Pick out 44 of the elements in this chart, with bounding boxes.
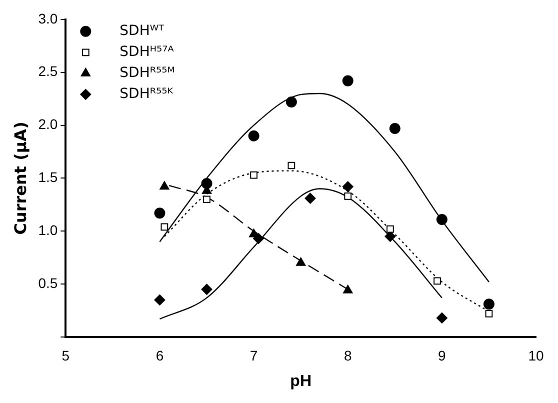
point bbox=[154, 294, 166, 306]
y-tick-label: 2.0 bbox=[38, 116, 58, 132]
legend-label: SDHᴿ⁵⁵ᴹ bbox=[120, 65, 175, 82]
point bbox=[288, 162, 296, 170]
line-series bbox=[159, 188, 443, 320]
point bbox=[203, 196, 210, 204]
point bbox=[436, 214, 448, 225]
x-tick-label: 10 bbox=[528, 347, 544, 364]
point bbox=[344, 192, 352, 200]
x-tick-label: 7 bbox=[250, 347, 258, 364]
point bbox=[201, 178, 212, 189]
y-tick-label: 1.0 bbox=[38, 222, 58, 238]
point bbox=[343, 284, 353, 294]
point bbox=[485, 310, 493, 318]
point bbox=[436, 312, 448, 324]
point bbox=[342, 181, 354, 192]
y-tick-label: 2.5 bbox=[38, 63, 58, 80]
point bbox=[286, 96, 297, 108]
x-tick-label: 6 bbox=[156, 347, 164, 364]
y-axis-title: Current (μA) bbox=[10, 122, 30, 235]
point bbox=[389, 122, 400, 134]
x-tick-label: 9 bbox=[438, 347, 446, 364]
y-tick-label: 3.0 bbox=[38, 10, 58, 26]
point bbox=[201, 284, 212, 295]
point bbox=[160, 223, 168, 231]
x-tick-label: 8 bbox=[344, 347, 352, 364]
point bbox=[154, 208, 166, 219]
y-tick-label: 0.5 bbox=[38, 274, 58, 291]
point bbox=[160, 181, 170, 190]
legend-label: SDHᴴ⁵⁷ᴬ bbox=[120, 44, 174, 60]
y-tick-label: 1.5 bbox=[38, 169, 58, 186]
point bbox=[483, 298, 494, 310]
x-tick-label: 5 bbox=[62, 347, 70, 364]
point bbox=[248, 228, 259, 238]
point bbox=[342, 75, 354, 86]
point bbox=[304, 192, 316, 204]
x-axis-title: pH bbox=[290, 372, 312, 390]
legend-label: SDHᴿ⁵⁵ᴷ bbox=[120, 86, 174, 102]
point bbox=[248, 130, 260, 142]
legend-label: SDHᵂᵀ bbox=[120, 23, 165, 40]
point bbox=[296, 257, 306, 266]
point bbox=[386, 225, 394, 233]
point bbox=[434, 277, 441, 285]
point bbox=[250, 171, 258, 179]
